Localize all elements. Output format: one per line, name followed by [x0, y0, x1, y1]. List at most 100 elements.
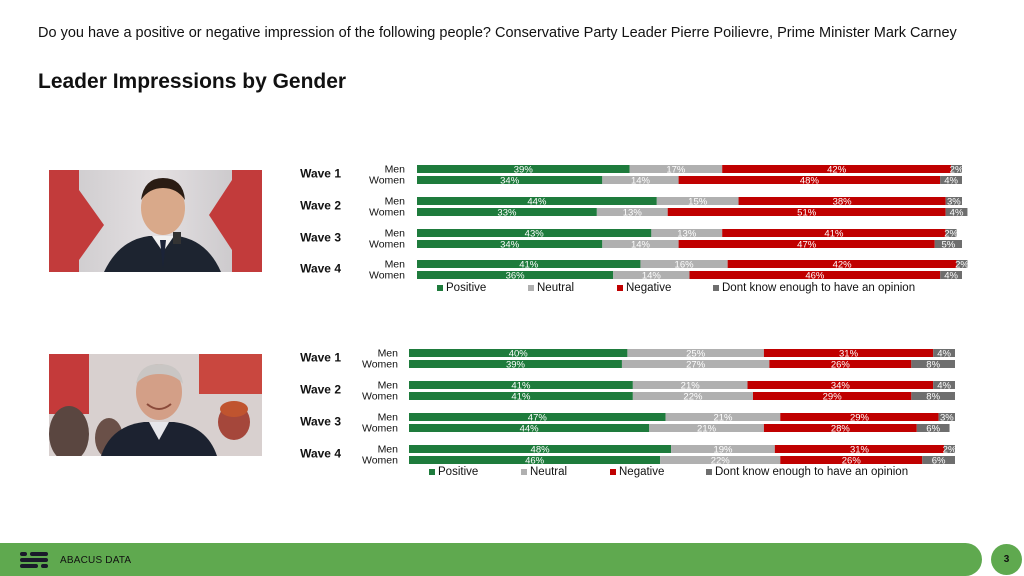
gender-label: Men — [378, 412, 399, 424]
bar-neutral — [613, 271, 690, 279]
data-label: 43% — [525, 228, 545, 239]
wave-label: Wave 2 — [300, 383, 341, 397]
data-label: 2% — [955, 259, 969, 270]
data-label: 4% — [937, 380, 951, 391]
data-label: 46% — [805, 270, 825, 281]
bar-negative — [738, 197, 946, 205]
bar-negative — [763, 424, 917, 432]
data-label: 13% — [677, 228, 697, 239]
bar-negative — [722, 229, 946, 237]
legend-swatch — [706, 469, 712, 475]
bar-positive — [417, 260, 641, 268]
bar-neutral — [660, 456, 781, 464]
data-label: 33% — [497, 207, 517, 218]
gender-label: Men — [378, 380, 399, 392]
gender-label: Men — [385, 259, 406, 271]
bar-positive — [417, 271, 614, 279]
carney-impressions-chart: Wave 1 Wave 2 Wave 3 Wave 4 Men 40% 25% 31% 4% Wo… — [300, 348, 957, 479]
legend-label: Positive — [438, 466, 478, 478]
data-label: 3% — [940, 412, 954, 423]
legend-swatch — [610, 469, 616, 475]
footer-brand: ABACUS DATA — [60, 555, 132, 566]
wave-label: Wave 3 — [300, 415, 341, 429]
data-label: 26% — [831, 359, 851, 370]
data-label: 29% — [823, 391, 843, 402]
bar-positive — [417, 229, 652, 237]
bar-neutral — [649, 424, 764, 432]
bar-negative — [752, 392, 912, 400]
data-label: 34% — [500, 239, 520, 250]
data-label: 14% — [631, 239, 651, 250]
legend-swatch — [521, 469, 527, 475]
data-label: 2% — [944, 228, 958, 239]
bar-negative — [780, 456, 923, 464]
bar-dontknow — [922, 456, 955, 464]
bar-neutral — [627, 349, 764, 357]
data-label: 28% — [831, 423, 851, 434]
bar-negative — [678, 176, 941, 184]
wave-label: Wave 1 — [300, 351, 341, 365]
legend-label: Dont know enough to have an opinion — [722, 282, 915, 294]
wave-label: Wave 1 — [300, 167, 341, 181]
bar-neutral — [602, 240, 679, 248]
bar-neutral — [621, 360, 770, 368]
legend-swatch — [528, 285, 534, 291]
bar-negative — [747, 381, 934, 389]
data-label: 2% — [943, 444, 957, 455]
data-label: 29% — [850, 412, 870, 423]
bar-neutral — [640, 260, 728, 268]
bar-dontknow — [945, 208, 968, 216]
bar-negative — [667, 208, 946, 216]
data-label: 31% — [839, 348, 859, 359]
legend-label: Negative — [626, 282, 671, 294]
data-label: 17% — [666, 164, 686, 175]
bar-negative — [722, 165, 952, 173]
data-label: 44% — [527, 196, 547, 207]
data-label: 27% — [686, 359, 706, 370]
data-label: 8% — [926, 359, 940, 370]
bar-dontknow — [945, 229, 957, 237]
data-label: 44% — [520, 423, 540, 434]
data-label: 13% — [623, 207, 643, 218]
legend-swatch — [437, 285, 443, 291]
bar-positive — [417, 176, 603, 184]
bar-dontknow — [944, 445, 955, 453]
bar-negative — [774, 445, 945, 453]
page-number: 3 — [991, 544, 1022, 575]
data-label: 42% — [827, 164, 847, 175]
bar-dontknow — [951, 165, 962, 173]
bar-dontknow — [956, 260, 968, 268]
data-label: 41% — [511, 391, 531, 402]
bar-positive — [409, 392, 633, 400]
data-label: 48% — [531, 444, 551, 455]
data-label: 22% — [711, 455, 731, 466]
leader-photo-poilievre — [49, 170, 262, 272]
gender-label: Men — [378, 444, 399, 456]
data-label: 4% — [944, 175, 958, 186]
data-label: 5% — [942, 239, 956, 250]
data-label: 21% — [681, 380, 701, 391]
data-label: 26% — [842, 455, 862, 466]
gender-label: Men — [385, 228, 406, 240]
bar-negative — [769, 360, 912, 368]
data-label: 41% — [519, 259, 539, 270]
abacus-logo-icon — [20, 552, 50, 573]
bar-positive — [409, 349, 628, 357]
wave-label: Wave 3 — [300, 231, 341, 245]
leader-photo-carney — [49, 354, 262, 456]
data-label: 34% — [500, 175, 520, 186]
data-label: 25% — [686, 348, 706, 359]
data-label: 41% — [511, 380, 531, 391]
bar-neutral — [602, 176, 679, 184]
bar-positive — [417, 240, 603, 248]
gender-label: Women — [362, 391, 398, 403]
bar-neutral — [632, 381, 748, 389]
wave-label: Wave 4 — [300, 447, 341, 461]
bar-dontknow — [945, 197, 962, 205]
data-label: 48% — [800, 175, 820, 186]
data-label: 46% — [525, 455, 545, 466]
bar-positive — [409, 424, 650, 432]
bar-dontknow — [916, 424, 950, 432]
data-label: 22% — [683, 391, 703, 402]
bar-positive — [409, 445, 672, 453]
